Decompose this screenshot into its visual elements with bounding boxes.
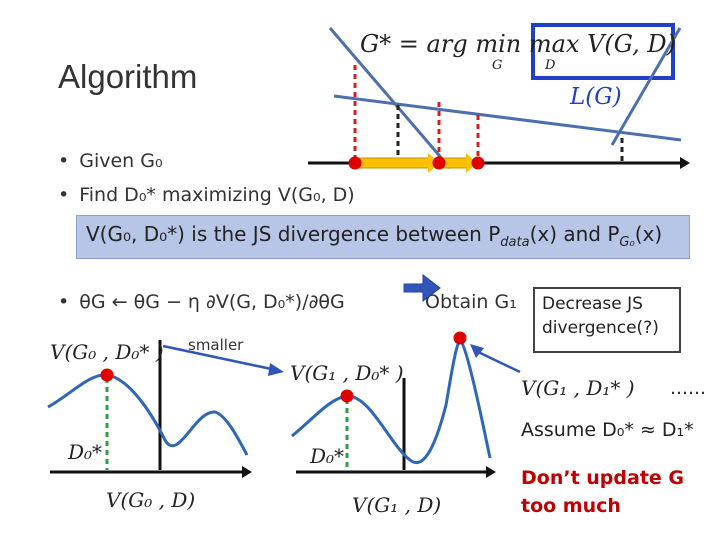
param-axis-arrowhead <box>680 157 690 169</box>
highlight-text: V(G₀, D₀*) is the JS divergence between … <box>86 222 663 250</box>
note-arrow <box>473 348 521 374</box>
maxV-highlight-box <box>531 23 675 80</box>
bullet-given-text: Given G₀ <box>79 150 163 172</box>
warning-text: Don’t update G too much <box>521 467 684 517</box>
decrease-note-box: Decrease JS divergence(?) <box>533 287 681 353</box>
mid-red-dot-2 <box>453 331 467 345</box>
objective-formula: G* = arg min max V(G, D) <box>360 30 676 58</box>
mid-plot-arrowhead <box>486 466 496 478</box>
note-arrowhead <box>470 344 484 358</box>
mid-bottom-label: V(G₁ , D) <box>352 493 442 517</box>
red-dot-2 <box>432 156 446 170</box>
loss-diagram <box>308 23 690 173</box>
red-dot-3 <box>471 156 485 170</box>
mid-red-dot-1 <box>340 389 354 403</box>
slide-title: Algorithm <box>58 58 198 95</box>
left-x-label: D₀* <box>68 440 103 464</box>
assume-text: Assume D₀* ≈ D₁* <box>521 419 694 441</box>
bullet-find: • Find D₀* maximizing V(G₀, D) <box>58 184 355 206</box>
smaller-arrow <box>162 344 277 372</box>
left-plot-arrowhead <box>242 466 252 478</box>
objective-sub-d: D <box>545 58 556 73</box>
loss-line <box>333 94 682 142</box>
right-top-label: V(G₁ , D₁* ) <box>521 376 635 400</box>
obtain-text: Obtain G₁ <box>425 291 517 313</box>
smaller-label: smaller <box>188 336 244 354</box>
left-value-curve <box>47 373 249 456</box>
right-ellipsis: …… <box>670 378 706 399</box>
left-red-dot <box>100 368 114 382</box>
bullet-given: • Given G₀ <box>58 150 163 172</box>
loss-right-line <box>610 27 682 146</box>
objective-sub-g: G <box>492 58 503 73</box>
red-dot-1 <box>348 156 362 170</box>
smaller-arrowhead <box>268 363 284 376</box>
bullet-find-text: Find D₀* maximizing V(G₀, D) <box>79 184 355 206</box>
left-bottom-label: V(G₀ , D) <box>106 488 196 512</box>
mid-x-label: D₀* <box>310 444 345 468</box>
bullet-update: • θG ← θG − η ∂V(G, D₀*)/∂θG <box>58 291 345 313</box>
obtain-arrow-tail <box>404 284 412 292</box>
left-top-label: V(G₀ , D₀* ) <box>50 340 164 364</box>
bullet-update-text: θG ← θG − η ∂V(G, D₀*)/∂θG <box>79 291 345 313</box>
loss-steep-line <box>328 27 452 169</box>
loss-label: L(G) <box>570 84 622 110</box>
mid-top-label: V(G₁ , D₀* ) <box>290 361 404 385</box>
highlight-band <box>76 215 690 259</box>
